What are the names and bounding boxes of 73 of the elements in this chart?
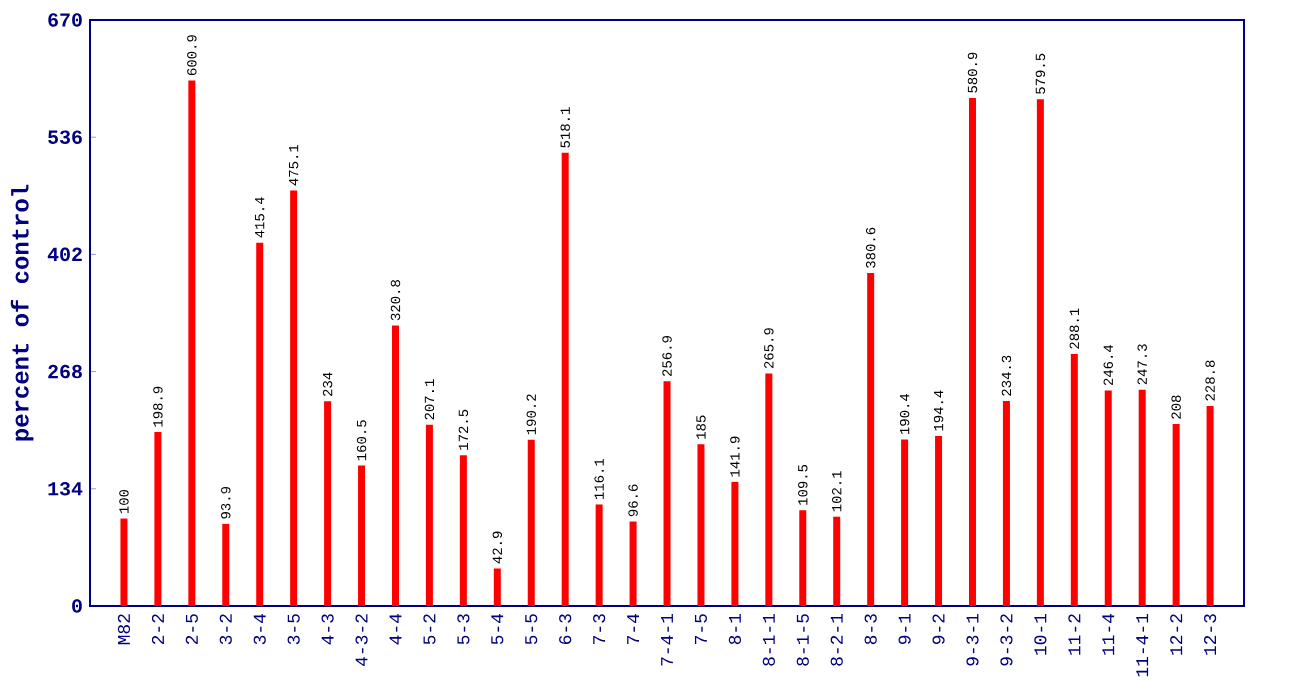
bar [290, 190, 298, 606]
bar [968, 97, 976, 606]
bar [222, 523, 230, 606]
x-tick-label: 7-4-1 [661, 613, 673, 666]
x-tick-label: 11-4 [1102, 613, 1115, 655]
x-tick-label: 2-5 [185, 614, 198, 645]
y-tick-label: 134 [48, 482, 83, 496]
bar [120, 518, 128, 606]
bar [154, 432, 162, 606]
x-tick-label: 11-2 [1068, 614, 1081, 655]
x-tick-label: 10-1 [1034, 613, 1047, 655]
bar [629, 521, 637, 606]
x-tick-label: 6-3 [559, 614, 572, 645]
bar [391, 325, 399, 606]
x-tick-label: 7-5 [694, 614, 707, 644]
y-tick-label: 0 [72, 599, 82, 613]
bar [799, 510, 807, 606]
x-tick-label: 3-4 [253, 613, 266, 645]
x-tick-label: 11-4-1 [1136, 613, 1149, 677]
bar [527, 439, 535, 606]
x-tick-label: 9-3-1 [966, 613, 979, 666]
x-tick-label: 8-3 [864, 614, 877, 645]
bar [493, 568, 501, 606]
bar [1104, 390, 1112, 606]
bar [663, 381, 671, 606]
x-tick-label: 4-3-2 [355, 614, 368, 666]
x-tick-label: 12-2 [1170, 614, 1183, 655]
x-tick-label: 8-2-1 [830, 613, 843, 666]
x-tick-label: 5-4 [491, 613, 504, 645]
bar [1070, 354, 1078, 606]
y-axis-title: percent of control [10, 184, 34, 441]
x-tick-label: 5-2 [423, 614, 436, 645]
x-tick-label: 12-3 [1203, 614, 1217, 655]
x-tick-label: 8-1-5 [796, 614, 809, 666]
x-tick-label: 4-3 [321, 614, 334, 645]
x-tick-label: 9-1 [898, 613, 911, 645]
x-tick-label: 4-4 [389, 613, 402, 645]
bar [1036, 99, 1044, 606]
y-tick-label: 536 [48, 130, 82, 144]
x-tick-label: 7-4 [627, 613, 639, 644]
bar [1138, 389, 1146, 606]
x-tick-label: 2-2 [151, 614, 164, 645]
x-tick-label: 7-3 [593, 614, 606, 644]
x-tick-label: 3-2 [219, 614, 232, 645]
bar [1002, 401, 1010, 606]
bar [1172, 424, 1180, 606]
x-tick-label: 5-5 [525, 614, 538, 645]
bar [324, 401, 332, 606]
y-tick-label: 402 [47, 247, 82, 262]
bar [561, 152, 569, 606]
bar [765, 373, 773, 606]
x-tick-label: 8-1 [728, 613, 741, 645]
bar [595, 504, 603, 606]
bar [256, 242, 264, 606]
bar [358, 465, 366, 606]
bar [425, 424, 433, 606]
x-tick-label: 5-3 [457, 614, 470, 645]
bar [1206, 405, 1214, 606]
bar [697, 444, 705, 606]
x-tick-label: M82 [117, 614, 131, 645]
y-tick-label: 268 [48, 364, 82, 379]
bar [188, 80, 196, 606]
bar [867, 273, 875, 606]
x-tick-label: 3-5 [287, 614, 300, 645]
x-tick-label: 9-2 [932, 614, 945, 645]
bar [935, 435, 943, 606]
bar [459, 455, 467, 606]
bar [833, 516, 841, 606]
x-tick-label: 9-3-2 [1000, 614, 1013, 666]
x-tick-label: 8-1-1 [762, 613, 775, 666]
bar [901, 439, 909, 606]
y-tick-label: 670 [48, 13, 82, 27]
bar [731, 481, 739, 606]
